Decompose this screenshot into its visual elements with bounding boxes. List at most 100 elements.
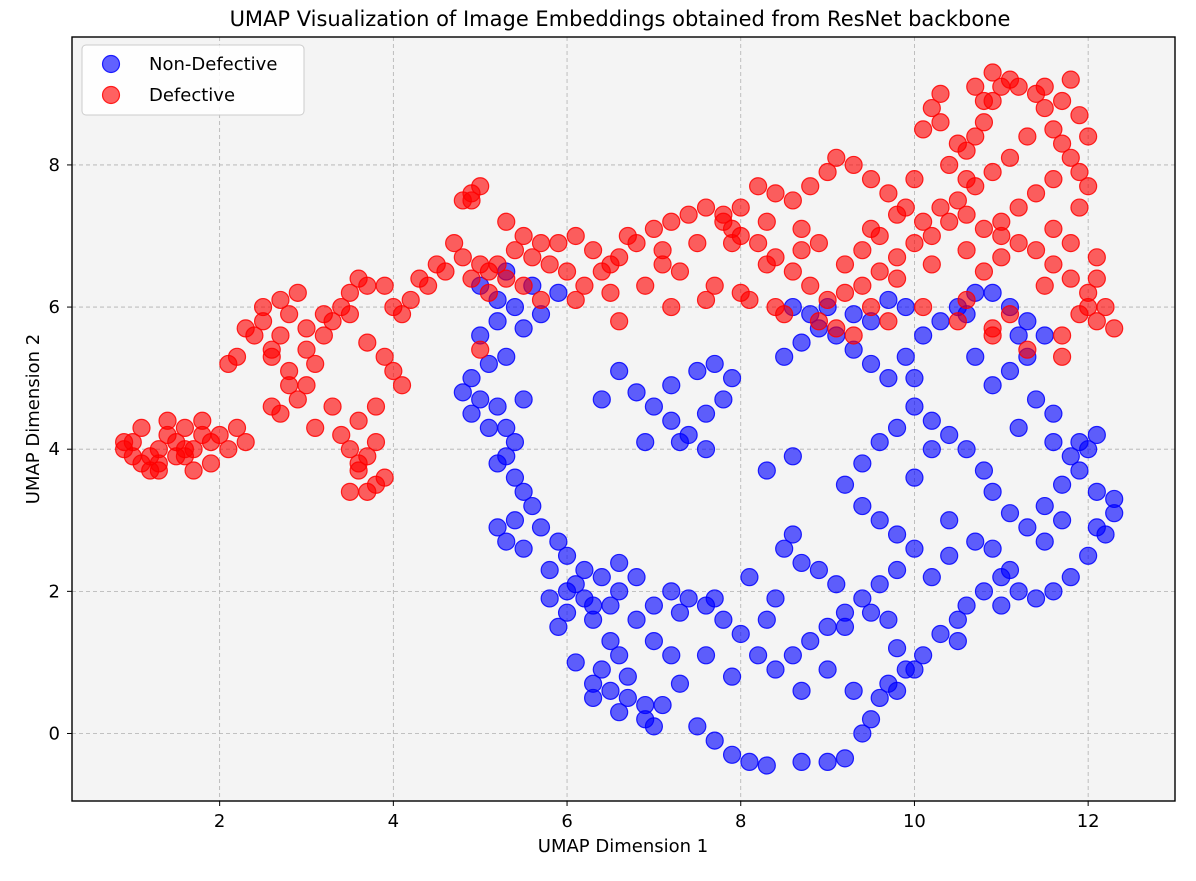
- data-point: [940, 155, 959, 175]
- data-point: [853, 496, 872, 516]
- data-point: [610, 646, 629, 665]
- data-point: [531, 234, 551, 253]
- data-point: [280, 305, 299, 324]
- data-point: [392, 376, 412, 395]
- y-tick-label: 4: [49, 439, 60, 460]
- data-point: [1079, 177, 1098, 196]
- data-point: [905, 539, 924, 558]
- data-point: [922, 255, 941, 274]
- data-point: [783, 447, 802, 466]
- series-non-defective: [453, 262, 1124, 775]
- data-point: [792, 752, 811, 772]
- data-point: [349, 411, 368, 430]
- data-point: [636, 695, 655, 715]
- data-point: [236, 432, 255, 452]
- data-point: [584, 674, 603, 693]
- data-point: [757, 212, 776, 231]
- data-point: [358, 276, 377, 295]
- data-point: [540, 589, 559, 608]
- data-point: [610, 703, 629, 722]
- data-point: [853, 454, 872, 473]
- data-point: [792, 681, 811, 700]
- data-point: [471, 390, 490, 409]
- x-axis-label: UMAP Dimension 1: [538, 836, 708, 857]
- data-point: [922, 98, 941, 118]
- data-point: [1044, 432, 1063, 452]
- data-point: [783, 262, 802, 281]
- data-point: [696, 404, 716, 423]
- data-point: [1087, 425, 1106, 445]
- data-point: [1070, 432, 1089, 452]
- data-point: [966, 532, 985, 551]
- data-point: [601, 596, 620, 615]
- data-point: [306, 354, 325, 374]
- data-point: [1070, 198, 1089, 217]
- legend-marker-non-defective: [101, 54, 121, 74]
- data-point: [1000, 560, 1020, 580]
- data-point: [453, 248, 472, 267]
- data-point: [809, 234, 829, 253]
- data-point: [940, 546, 959, 565]
- data-point: [505, 241, 525, 260]
- data-point: [505, 468, 525, 487]
- data-point: [766, 589, 785, 608]
- data-point: [1035, 77, 1054, 96]
- data-point: [818, 162, 837, 182]
- data-point: [696, 290, 716, 310]
- data-point: [662, 411, 681, 430]
- data-point: [1009, 234, 1028, 253]
- data-point: [662, 582, 681, 601]
- data-point: [757, 255, 776, 274]
- data-point: [1052, 347, 1072, 366]
- data-point: [610, 312, 629, 331]
- data-point: [618, 226, 637, 246]
- data-point: [670, 432, 690, 452]
- data-point: [905, 660, 924, 679]
- data-point: [974, 113, 994, 132]
- data-point: [670, 603, 690, 622]
- data-point: [827, 319, 846, 338]
- data-point: [957, 290, 976, 310]
- data-point: [905, 234, 924, 253]
- data-point: [922, 411, 941, 430]
- data-point: [314, 305, 333, 324]
- data-point: [462, 269, 481, 288]
- data-point: [887, 560, 907, 580]
- data-point: [818, 290, 837, 310]
- data-point: [853, 724, 872, 743]
- data-point: [662, 212, 681, 231]
- data-point: [601, 255, 620, 274]
- data-point: [705, 276, 724, 295]
- data-point: [445, 234, 464, 253]
- data-point: [818, 752, 837, 772]
- data-point: [505, 297, 525, 317]
- data-point: [332, 425, 351, 445]
- data-point: [879, 184, 898, 203]
- data-point: [253, 297, 273, 317]
- data-point: [653, 695, 672, 715]
- data-point: [1052, 511, 1072, 530]
- data-point: [679, 589, 698, 608]
- data-point: [297, 319, 316, 338]
- data-point: [514, 539, 533, 558]
- data-point: [1105, 319, 1124, 338]
- legend-box: [81, 44, 305, 116]
- data-point: [1009, 77, 1028, 96]
- data-point: [1044, 582, 1063, 601]
- data-point: [766, 297, 785, 317]
- data-point: [696, 198, 716, 217]
- data-point: [236, 319, 255, 338]
- data-point: [1000, 148, 1020, 167]
- data-point: [523, 496, 542, 516]
- data-point: [783, 646, 802, 665]
- data-point: [462, 369, 481, 388]
- data-point: [1035, 532, 1054, 551]
- data-point: [618, 667, 637, 686]
- data-point: [801, 276, 820, 295]
- data-point: [375, 276, 394, 295]
- data-point: [870, 511, 889, 530]
- data-point: [497, 347, 516, 366]
- data-point: [940, 425, 959, 445]
- series-defective: [115, 63, 1124, 501]
- data-point: [957, 241, 976, 260]
